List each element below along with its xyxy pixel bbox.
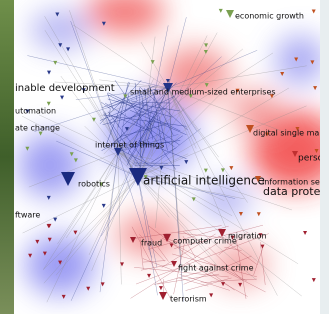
network-map: economic growth inable development small a… [0, 0, 329, 314]
node-label: fight against crime [178, 264, 254, 273]
node-label: data protec [263, 185, 326, 198]
node-label: internet of things [95, 141, 164, 150]
node-label: economic growth [235, 12, 304, 21]
node-label: terrorism [170, 295, 207, 304]
left-photo-strip [0, 0, 14, 314]
node-label: small and medium-sized enterprises [130, 88, 276, 97]
node-label: ate change [15, 124, 60, 133]
node-label: artificial intelligence [143, 174, 265, 188]
right-strip [320, 0, 329, 314]
node-label: ftware [15, 211, 40, 220]
node-label: fraud [141, 239, 162, 248]
node-label: robotics [78, 180, 110, 189]
node-label: digital single market [253, 129, 329, 138]
node-label: inable development [15, 83, 115, 94]
node-label: computer crime [173, 237, 237, 246]
node-label: utomation [15, 107, 56, 116]
